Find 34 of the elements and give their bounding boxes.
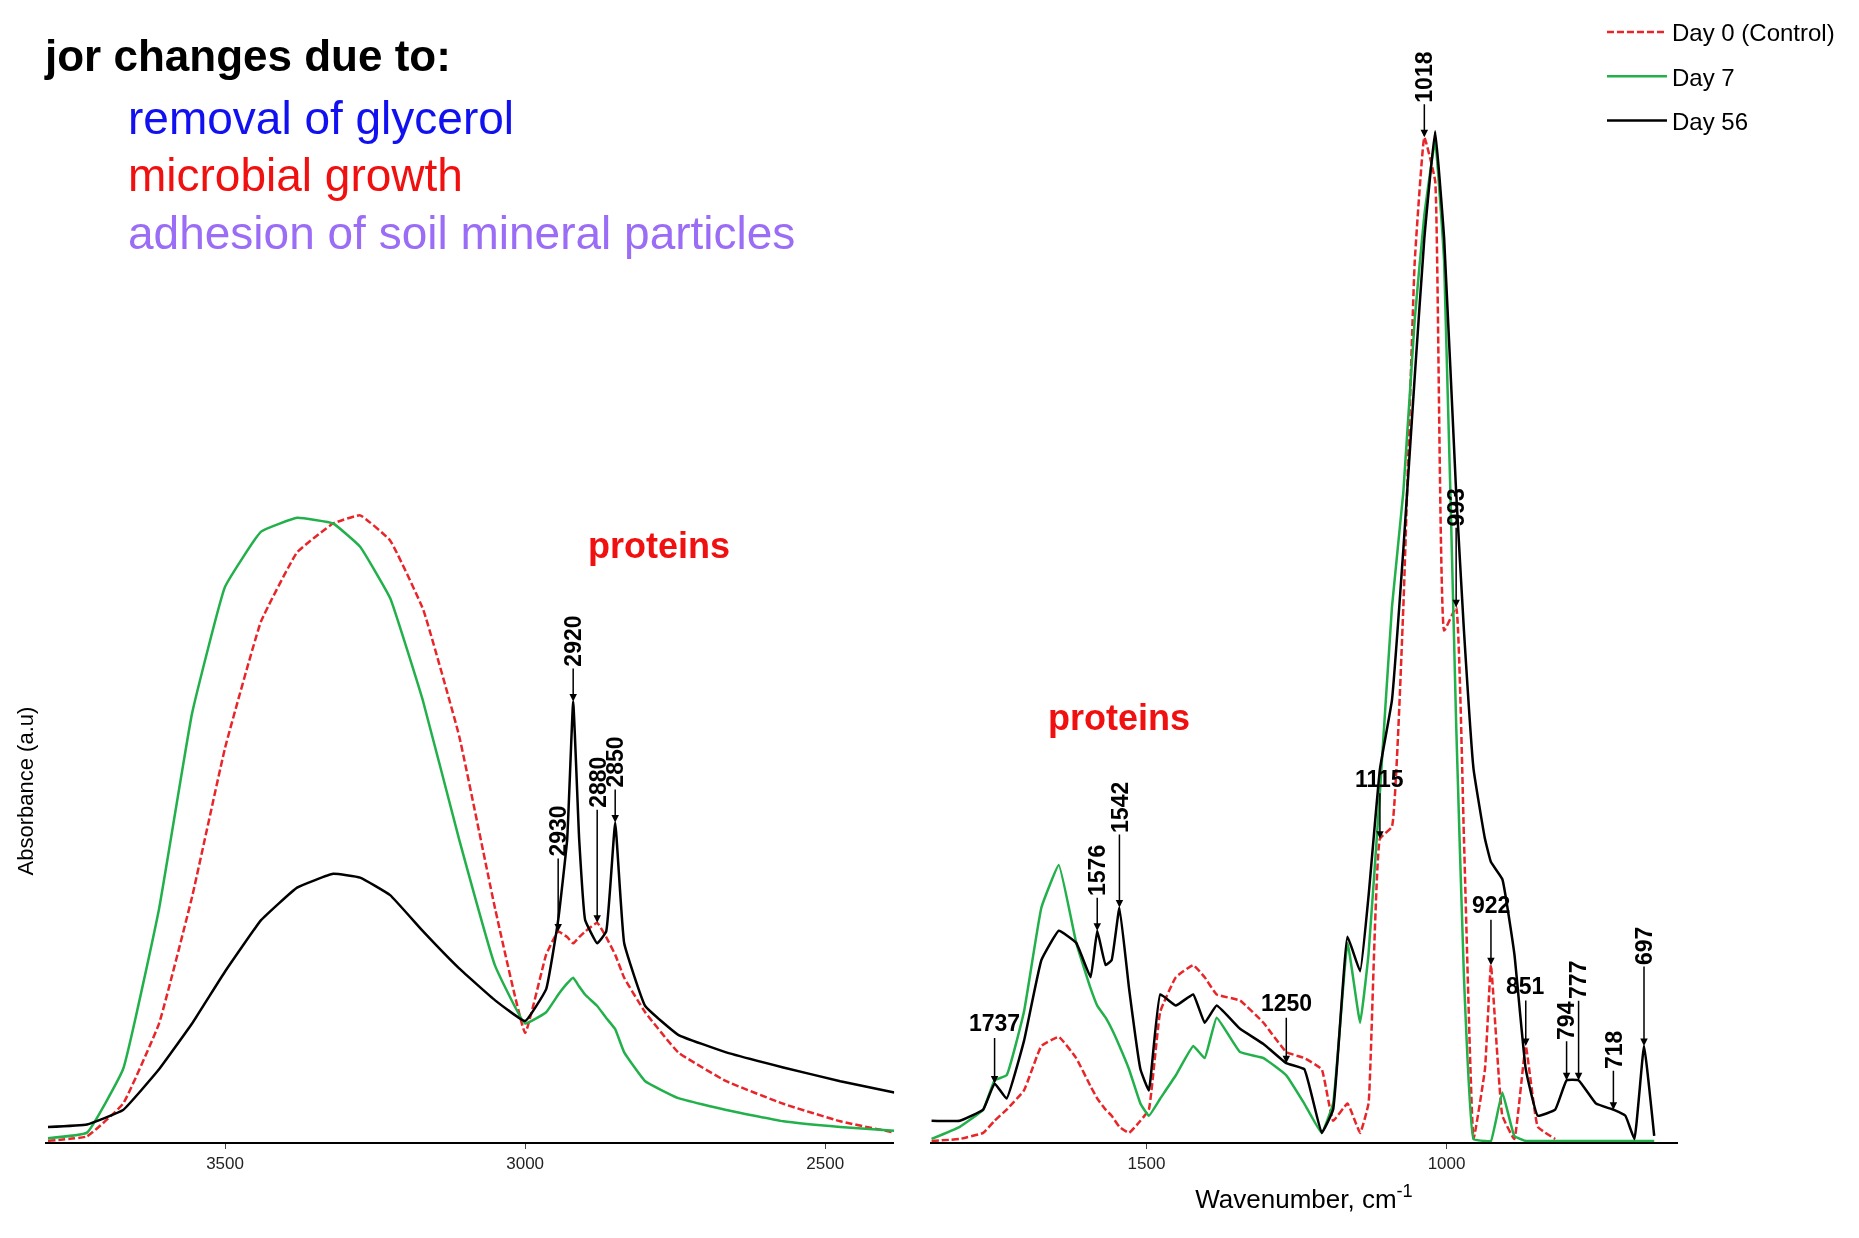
- point: [1640, 1038, 1648, 1046]
- annotation: 777: [1565, 960, 1592, 999]
- chart-title: jor changes due to:: [44, 31, 451, 81]
- x-tick-label: 1500: [1127, 1154, 1166, 1174]
- annotation: 718: [1600, 1030, 1627, 1070]
- annotation: 697: [1631, 926, 1658, 965]
- legend-label: Day 0 (Control): [1671, 19, 1835, 47]
- x-tick-label: 1000: [1427, 1154, 1466, 1174]
- legend-label: Day 56: [1671, 107, 1749, 135]
- text: removal of glycerol: [128, 92, 515, 144]
- point: [1115, 900, 1124, 908]
- annotation: 1542: [1106, 781, 1133, 833]
- x-axis-title: Wavenumber, cm$^{-1}$: [1195, 1181, 1413, 1215]
- text: microbial growth: [128, 149, 463, 201]
- point: [1093, 923, 1101, 931]
- annotation: 1018: [1410, 51, 1437, 103]
- point: [1609, 1102, 1618, 1110]
- x-tick-label: 2500: [806, 1154, 845, 1174]
- annotation: 1737: [969, 1010, 1021, 1036]
- text: adhesion of soil mineral particles: [128, 207, 796, 259]
- point: [1562, 1072, 1571, 1081]
- point: [990, 1075, 999, 1084]
- x-tick-label: 3500: [206, 1154, 244, 1174]
- legend-label: Day 7: [1671, 63, 1735, 91]
- annotation: 1250: [1261, 990, 1313, 1016]
- annotation: 2920: [559, 615, 586, 667]
- annotation: 1576: [1084, 844, 1111, 896]
- annotation: 794: [1553, 1001, 1580, 1040]
- y-axis-title: Absorbance (a.u): [12, 706, 38, 876]
- annotation: proteins: [1048, 697, 1191, 738]
- annotation: proteins: [588, 525, 731, 566]
- x-tick-label: 3000: [506, 1154, 545, 1174]
- point: [1574, 1072, 1583, 1081]
- annotation: 2930: [544, 805, 571, 857]
